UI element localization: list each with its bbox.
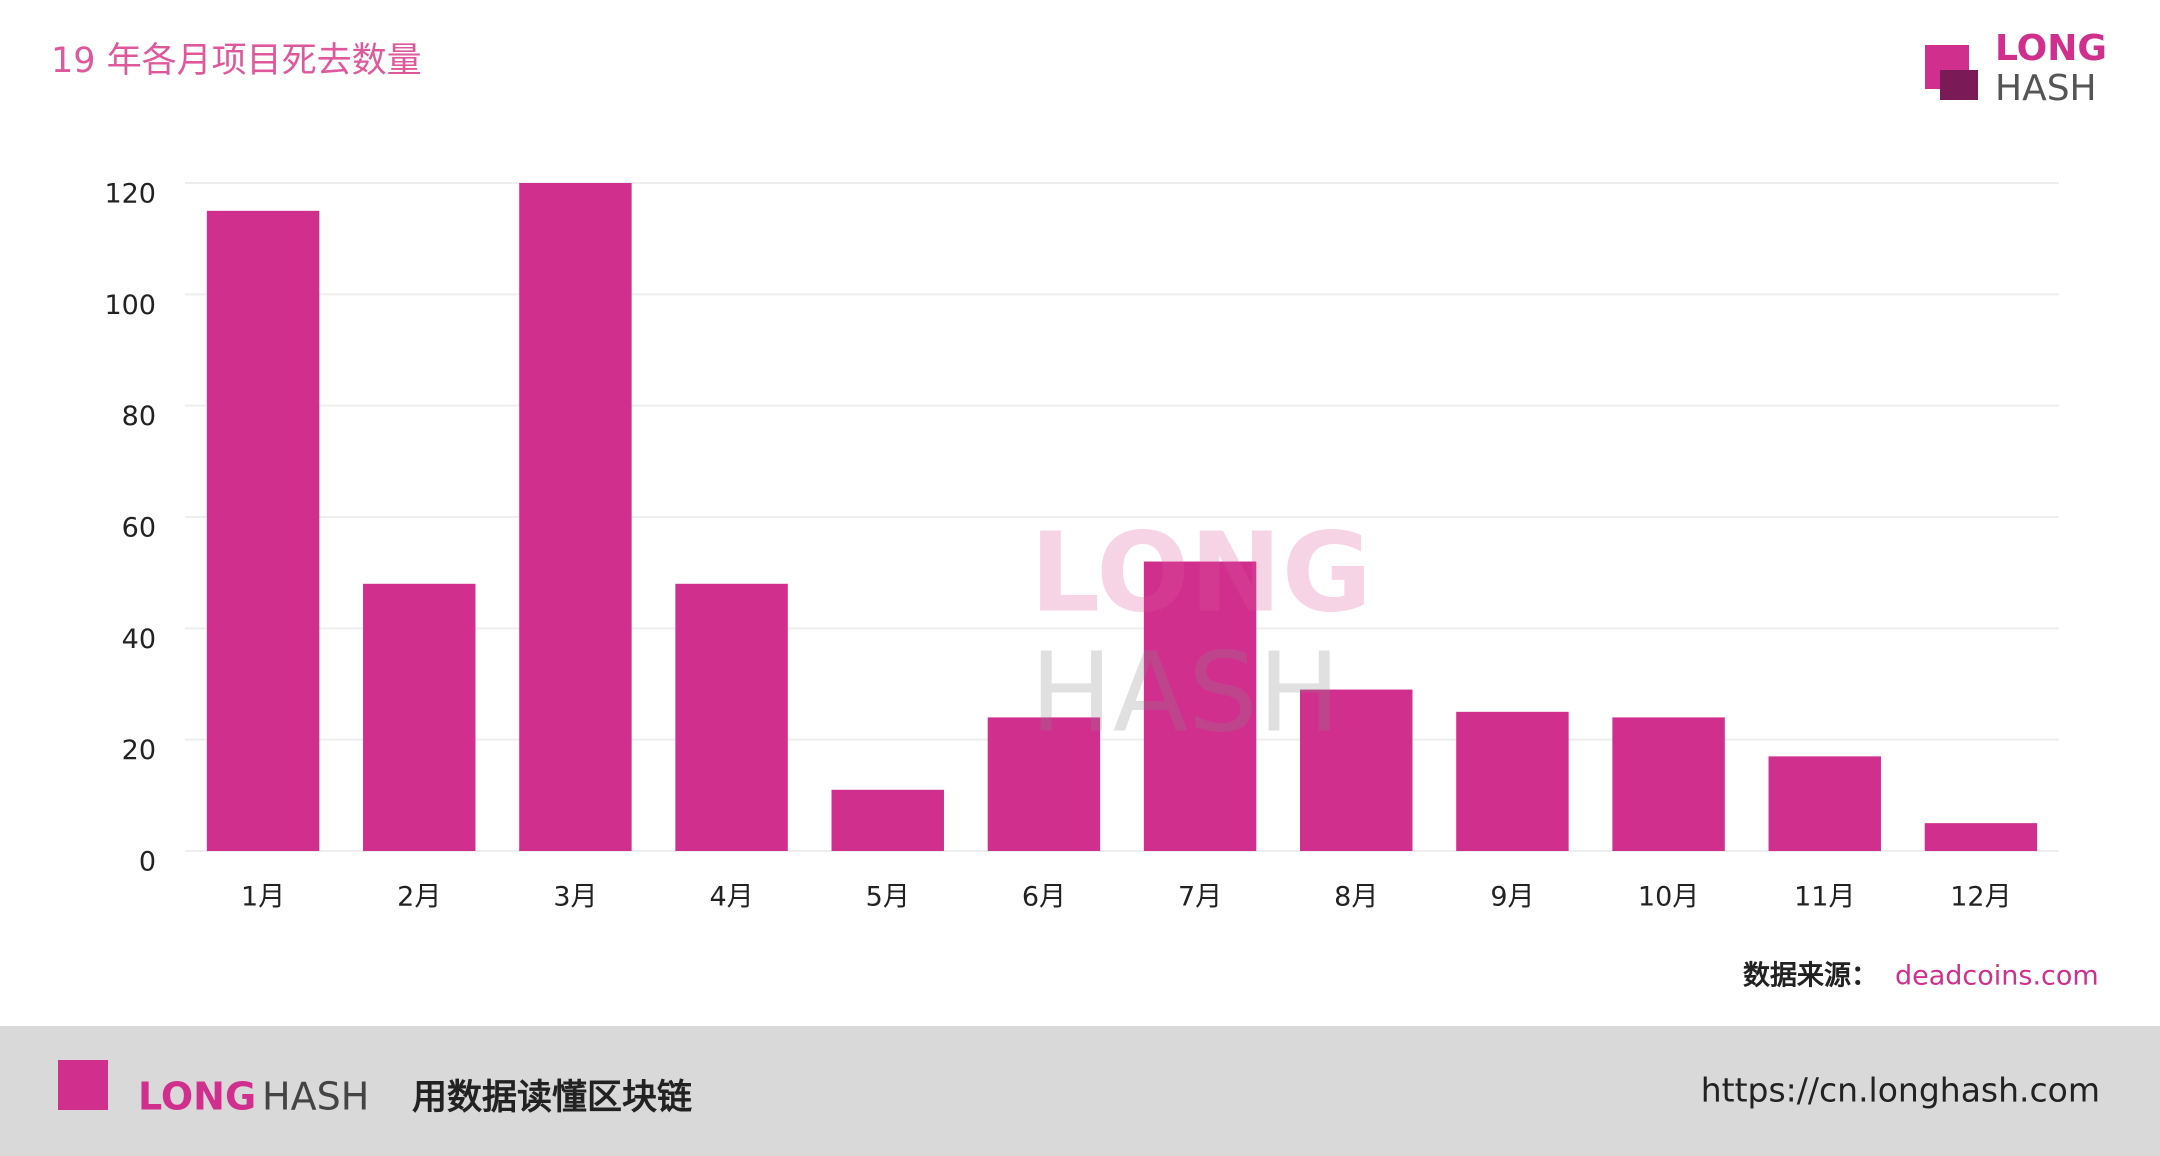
bar bbox=[1924, 823, 2038, 851]
bar bbox=[1456, 711, 1569, 851]
bar bbox=[1768, 756, 1881, 851]
x-tick-label: 8月 bbox=[1334, 882, 1378, 913]
chart-title: 19 年各月项目死去数量 bbox=[51, 41, 422, 81]
x-tick-label: 9月 bbox=[1490, 882, 1534, 913]
x-tick-label: 6月 bbox=[1022, 882, 1066, 913]
x-tick-label: 10月 bbox=[1638, 882, 1699, 913]
x-tick-label: 1月 bbox=[241, 882, 285, 913]
x-tick-label: 7月 bbox=[1178, 882, 1222, 913]
bar bbox=[1300, 689, 1413, 851]
watermark-text: LONG bbox=[1030, 508, 1372, 636]
x-tick-label: 2月 bbox=[397, 882, 441, 913]
bar bbox=[1612, 717, 1725, 851]
plot: 0 20 40 60 80 100 120 1月 2月 3月 4月 5月 6月 7月 8月 9月 10月 11月 1… bbox=[104, 179, 2059, 913]
footer-slogan: 用数据读懂区块链 bbox=[412, 1078, 692, 1118]
watermark-text: HASH bbox=[1030, 628, 1341, 756]
bar bbox=[675, 583, 788, 851]
x-tick-label: 3月 bbox=[553, 882, 597, 913]
y-tick-label: 80 bbox=[122, 401, 156, 432]
bar bbox=[1143, 561, 1257, 851]
footer-brand: LONG bbox=[138, 1075, 256, 1119]
y-tick-label: 20 bbox=[122, 735, 156, 766]
logo-text: HASH bbox=[1995, 68, 2097, 109]
footer bbox=[0, 1026, 2160, 1156]
footer-logo-icon bbox=[58, 1060, 108, 1110]
bar bbox=[363, 583, 476, 851]
y-tick-label: 100 bbox=[104, 290, 156, 321]
source-site[interactable]: deadcoins.com bbox=[1895, 961, 2099, 992]
footer-brand: HASH bbox=[262, 1075, 369, 1119]
source-label: 数据来源： bbox=[1743, 961, 1878, 992]
footer-url[interactable]: https://cn.longhash.com bbox=[1701, 1071, 2100, 1110]
watermark: LONG HASH bbox=[1030, 508, 1372, 756]
logo-icon bbox=[1940, 70, 1978, 100]
x-tick-label: 12月 bbox=[1950, 882, 2011, 913]
bar bbox=[206, 210, 320, 852]
logo-text: LONG bbox=[1995, 28, 2107, 69]
bar bbox=[831, 789, 944, 851]
bar bbox=[519, 183, 632, 851]
x-tick-label: 4月 bbox=[709, 882, 753, 913]
x-tick-label: 11月 bbox=[1794, 882, 1855, 913]
y-tick-label: 40 bbox=[122, 624, 156, 655]
y-tick-label: 0 bbox=[139, 847, 156, 878]
bar bbox=[987, 717, 1101, 851]
y-tick-label: 120 bbox=[104, 179, 156, 210]
x-tick-label: 5月 bbox=[866, 882, 910, 913]
logo: LONG HASH bbox=[1925, 28, 2107, 109]
y-tick-label: 60 bbox=[122, 513, 156, 544]
